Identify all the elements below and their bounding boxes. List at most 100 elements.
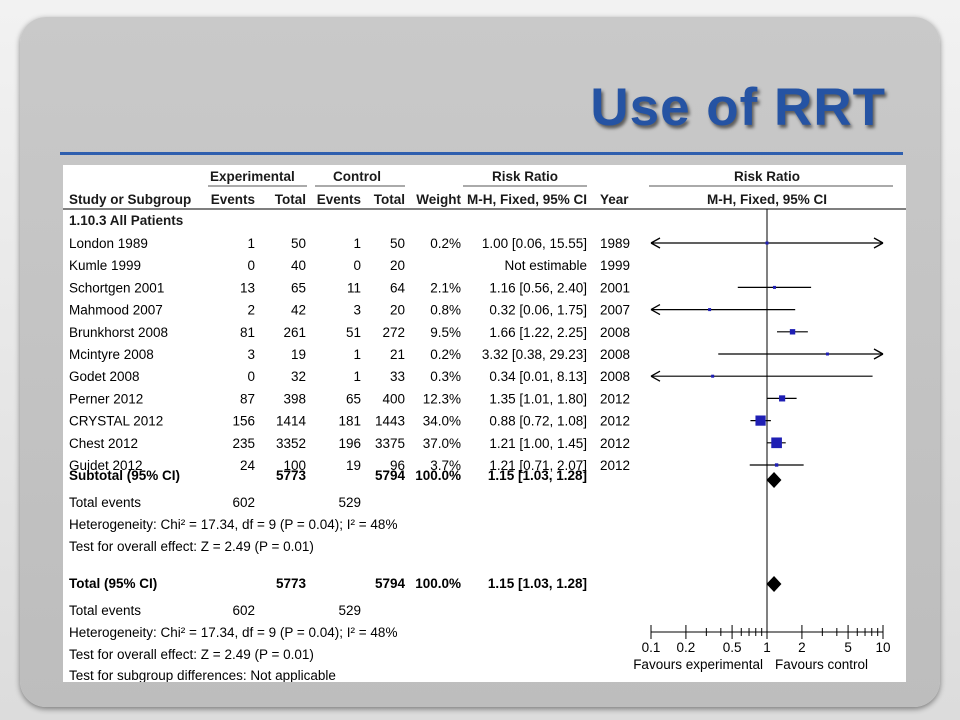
point-estimate-square <box>765 241 769 245</box>
favours-control-label: Favours control <box>775 657 868 672</box>
exp-events: 0 <box>247 369 255 384</box>
study-name: London 1989 <box>69 236 148 251</box>
study-name: Kumle 1999 <box>69 258 141 273</box>
study-ci: 1.66 [1.22, 2.25] <box>489 325 587 340</box>
ctrl-total: 272 <box>382 325 405 340</box>
ci-arrow-right <box>873 237 884 249</box>
ctrl-events: 1 <box>353 347 361 362</box>
x-axis-tick-label: 1 <box>763 640 771 655</box>
slide-title: Use of RRT <box>590 78 886 137</box>
subtotal-diamond <box>766 472 782 488</box>
ci-arrow-left <box>650 304 661 316</box>
ci-arrow-left <box>650 237 661 249</box>
study-year: 1999 <box>600 258 630 273</box>
ctrl-total: 33 <box>390 369 405 384</box>
point-estimate-square <box>708 308 712 312</box>
total-events-label: Total events <box>69 603 141 618</box>
x-axis-tick-label: 5 <box>844 640 852 655</box>
study-name: Mahmood 2007 <box>69 303 163 318</box>
ctrl-events: 1 <box>353 369 361 384</box>
total-exp-total: 5773 <box>276 576 307 591</box>
point-estimate-square <box>771 437 782 449</box>
exp-total: 40 <box>291 258 306 273</box>
x-axis-tick-label: 0.5 <box>723 640 742 655</box>
total-diamond <box>766 576 782 592</box>
study-year: 2012 <box>600 414 630 429</box>
subgroup-title: 1.10.3 All Patients <box>69 213 183 228</box>
exp-total: 42 <box>291 303 306 318</box>
study-year: 2012 <box>600 458 630 473</box>
x-axis-tick-label: 0.1 <box>642 640 661 655</box>
exp-total: 50 <box>291 236 306 251</box>
exp-total: 3352 <box>276 436 306 451</box>
study-weight: 0.2% <box>430 236 461 251</box>
header-method-plot: M-H, Fixed, 95% CI <box>707 192 827 207</box>
x-axis-tick-label: 0.2 <box>677 640 696 655</box>
study-year: 2001 <box>600 280 630 295</box>
x-axis-tick-label: 10 <box>875 640 890 655</box>
header-ctrl-total: Total <box>374 192 405 207</box>
exp-total: 398 <box>283 391 306 406</box>
study-name: Godet 2008 <box>69 369 140 384</box>
ctrl-events: 51 <box>346 325 361 340</box>
exp-events: 235 <box>232 436 255 451</box>
ctrl-total: 3375 <box>375 436 405 451</box>
ctrl-events: 19 <box>346 458 361 473</box>
ci-arrow-left <box>650 370 661 382</box>
header-control: Control <box>333 169 381 184</box>
exp-total: 65 <box>291 280 306 295</box>
ctrl-events: 11 <box>347 280 361 295</box>
exp-events: 87 <box>240 391 255 406</box>
forest-plot-panel: Experimental Control Risk Ratio Risk Ratio S… <box>63 165 906 682</box>
study-ci: 1.16 [0.56, 2.40] <box>489 280 587 295</box>
header-weight: Weight <box>416 192 461 207</box>
study-year: 2008 <box>600 325 630 340</box>
total-heterogeneity-text: Heterogeneity: Chi² = 17.34, df = 9 (P =… <box>69 625 397 640</box>
study-ci: 1.00 [0.06, 15.55] <box>482 236 587 251</box>
study-year: 1989 <box>600 236 630 251</box>
point-estimate-square <box>774 463 779 467</box>
point-estimate-square <box>789 329 796 335</box>
ctrl-events: 196 <box>338 436 361 451</box>
exp-events: 156 <box>232 414 255 429</box>
exp-events: 0 <box>247 258 255 273</box>
total-label: Total (95% CI) <box>69 576 157 591</box>
ctrl-events: 181 <box>338 414 361 429</box>
heterogeneity-text: Heterogeneity: Chi² = 17.34, df = 9 (P =… <box>69 517 397 532</box>
header-experimental: Experimental <box>210 169 295 184</box>
subtotal-exp-total: 5773 <box>276 468 307 483</box>
study-name: Mcintyre 2008 <box>69 347 154 362</box>
subgroup-differences-text: Test for subgroup differences: Not appli… <box>69 668 336 682</box>
study-year: 2008 <box>600 369 630 384</box>
exp-total: 1414 <box>276 414 307 429</box>
x-axis-tick-label: 2 <box>798 640 806 655</box>
point-estimate-square <box>779 395 786 402</box>
subtotal-weight: 100.0% <box>415 468 461 483</box>
ctrl-events: 1 <box>353 236 361 251</box>
header-ctrl-events: Events <box>317 192 361 207</box>
study-year: 2007 <box>600 303 630 318</box>
ctrl-events: 65 <box>346 391 361 406</box>
overall-effect-text: Test for overall effect: Z = 2.49 (P = 0… <box>69 539 314 554</box>
study-ci: Not estimable <box>504 258 587 273</box>
ctrl-total: 400 <box>382 391 405 406</box>
header-study: Study or Subgroup <box>69 192 191 207</box>
ctrl-total: 96 <box>390 458 405 473</box>
favours-experimental-label: Favours experimental <box>633 657 763 672</box>
ctrl-total: 50 <box>390 236 405 251</box>
point-estimate-square <box>711 374 715 378</box>
subtotal-ctrl-total: 5794 <box>375 468 406 483</box>
study-name: Perner 2012 <box>69 391 143 406</box>
total-ci: 1.15 [1.03, 1.28] <box>488 576 587 591</box>
study-weight: 12.3% <box>423 391 461 406</box>
total-overall-effect-text: Test for overall effect: Z = 2.49 (P = 0… <box>69 647 314 662</box>
exp-events: 3 <box>247 347 255 362</box>
header-risk-ratio-plot: Risk Ratio <box>734 169 800 184</box>
exp-events: 24 <box>240 458 256 473</box>
header-risk-ratio: Risk Ratio <box>492 169 558 184</box>
study-weight: 0.8% <box>430 303 461 318</box>
study-name: Brunkhorst 2008 <box>69 325 168 340</box>
study-weight: 37.0% <box>423 436 461 451</box>
header-year: Year <box>600 192 629 207</box>
